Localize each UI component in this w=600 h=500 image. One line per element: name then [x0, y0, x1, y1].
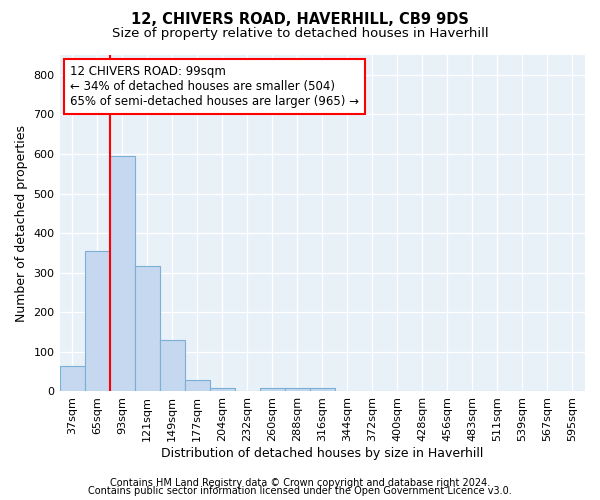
- Text: Size of property relative to detached houses in Haverhill: Size of property relative to detached ho…: [112, 28, 488, 40]
- Bar: [209, 388, 235, 392]
- Bar: [185, 380, 209, 392]
- Bar: [110, 156, 134, 392]
- Bar: [85, 251, 110, 392]
- Text: Contains HM Land Registry data © Crown copyright and database right 2024.: Contains HM Land Registry data © Crown c…: [110, 478, 490, 488]
- Bar: [134, 266, 160, 392]
- Y-axis label: Number of detached properties: Number of detached properties: [15, 124, 28, 322]
- Bar: [260, 388, 285, 392]
- Bar: [59, 366, 85, 392]
- Text: Contains public sector information licensed under the Open Government Licence v3: Contains public sector information licen…: [88, 486, 512, 496]
- Text: 12 CHIVERS ROAD: 99sqm
← 34% of detached houses are smaller (504)
65% of semi-de: 12 CHIVERS ROAD: 99sqm ← 34% of detached…: [70, 65, 359, 108]
- Bar: [310, 388, 335, 392]
- Text: 12, CHIVERS ROAD, HAVERHILL, CB9 9DS: 12, CHIVERS ROAD, HAVERHILL, CB9 9DS: [131, 12, 469, 28]
- Bar: [160, 340, 185, 392]
- Bar: [285, 388, 310, 392]
- X-axis label: Distribution of detached houses by size in Haverhill: Distribution of detached houses by size …: [161, 447, 484, 460]
